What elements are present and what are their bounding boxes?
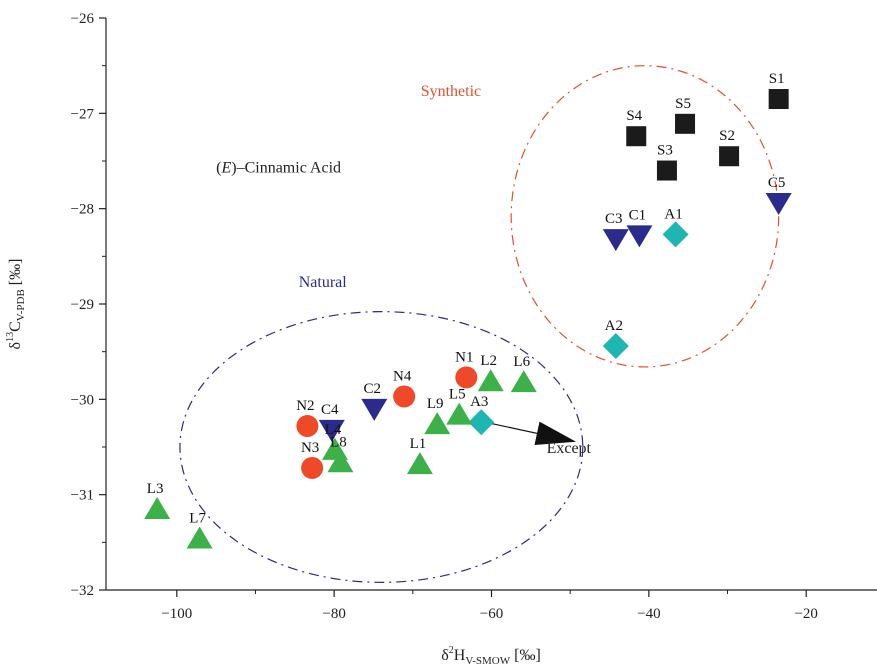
point-l1	[406, 452, 433, 475]
point-c4-label: C4	[321, 402, 339, 418]
point-l2-label: L2	[480, 353, 497, 369]
point-l5	[446, 402, 473, 425]
point-c2	[361, 398, 388, 421]
y-axis-ticks: −32 −31 −30 −29 −28 −27 −26	[71, 11, 106, 599]
data-points	[144, 89, 792, 549]
point-l5-label: L5	[449, 387, 466, 403]
synthetic-group-label: Synthetic	[421, 83, 481, 100]
point-s4	[626, 126, 647, 147]
y-tick-label: −30	[71, 392, 94, 408]
y-tick-label: −32	[71, 583, 94, 599]
point-s2-label: S2	[719, 128, 735, 144]
point-s5	[675, 113, 696, 134]
point-l3-label: L3	[147, 481, 164, 497]
point-s5-label: S5	[675, 96, 691, 112]
y-tick-label: −27	[71, 106, 95, 122]
point-l7-label: L7	[189, 511, 206, 527]
point-n4-label: N4	[393, 368, 412, 384]
x-tick-label: −20	[794, 606, 817, 622]
natural-group-ellipse	[179, 311, 584, 583]
point-c5-label: C5	[768, 175, 786, 191]
point-c3-label: C3	[605, 211, 623, 227]
point-s1	[768, 89, 789, 110]
x-tick-label: −60	[480, 606, 503, 622]
point-s3	[656, 160, 677, 181]
point-c1-label: C1	[629, 207, 647, 223]
x-axis-title: δ2HV-SMOW [‰]	[441, 645, 541, 667]
point-n4	[393, 385, 416, 408]
compound-label: (E)–Cinnamic Acid	[216, 159, 341, 176]
point-c2-label: C2	[364, 381, 382, 397]
x-tick-label: −40	[637, 606, 660, 622]
point-a3-label: A3	[470, 394, 488, 410]
annotations: (E)–Cinnamic Acid Except	[216, 159, 591, 457]
except-label: Except	[547, 440, 592, 457]
point-c5	[765, 192, 792, 215]
point-l6-label: L6	[513, 354, 530, 370]
point-n3-label: N3	[301, 440, 319, 456]
group-ellipses: Synthetic Natural	[179, 65, 780, 583]
point-l3	[144, 496, 171, 519]
point-s4-label: S4	[626, 108, 642, 124]
point-c4	[318, 419, 345, 442]
point-a3	[468, 409, 495, 436]
point-l9-label: L9	[427, 396, 444, 412]
y-tick-label: −28	[71, 202, 94, 218]
point-l7	[186, 526, 213, 549]
y-axis-title: δ13CV-PDB [‰]	[5, 259, 27, 350]
y-tick-label: −31	[71, 488, 94, 504]
y-tick-label: −29	[71, 297, 94, 313]
x-tick-label: −100	[161, 606, 192, 622]
point-n2	[296, 415, 319, 438]
point-l4-label: L4	[325, 422, 342, 438]
x-axis-ticks: −100 −80 −60 −40 −20	[161, 590, 818, 622]
point-l2	[477, 369, 504, 392]
point-c3	[602, 229, 629, 252]
point-l8-label: L8	[330, 434, 347, 450]
point-n1-label: N1	[455, 349, 473, 365]
point-l8	[327, 450, 354, 473]
y-tick-label: −26	[71, 11, 95, 27]
point-labels: S1 S2 S3 S4 S5 C1 C2 C3 C4 C5 A1 A2 A3 N1 N2 N3 N4 L1 L2 L3…	[147, 71, 786, 526]
point-s1-label: S1	[769, 71, 785, 87]
point-c1	[626, 225, 653, 248]
point-a1-label: A1	[664, 206, 682, 222]
synthetic-group-ellipse	[510, 65, 780, 368]
point-s2	[719, 146, 740, 167]
point-l9	[424, 412, 451, 435]
point-n3	[301, 456, 324, 479]
point-n2-label: N2	[296, 398, 314, 414]
except-arrow	[485, 421, 577, 446]
point-a2-label: A2	[605, 318, 623, 334]
point-l6	[510, 370, 537, 393]
point-l1-label: L1	[410, 436, 427, 452]
point-n1	[455, 366, 478, 389]
x-tick-label: −80	[322, 606, 345, 622]
point-s3-label: S3	[657, 143, 673, 159]
point-a1	[662, 221, 689, 248]
natural-group-label: Natural	[299, 274, 348, 291]
point-a2	[602, 332, 629, 359]
